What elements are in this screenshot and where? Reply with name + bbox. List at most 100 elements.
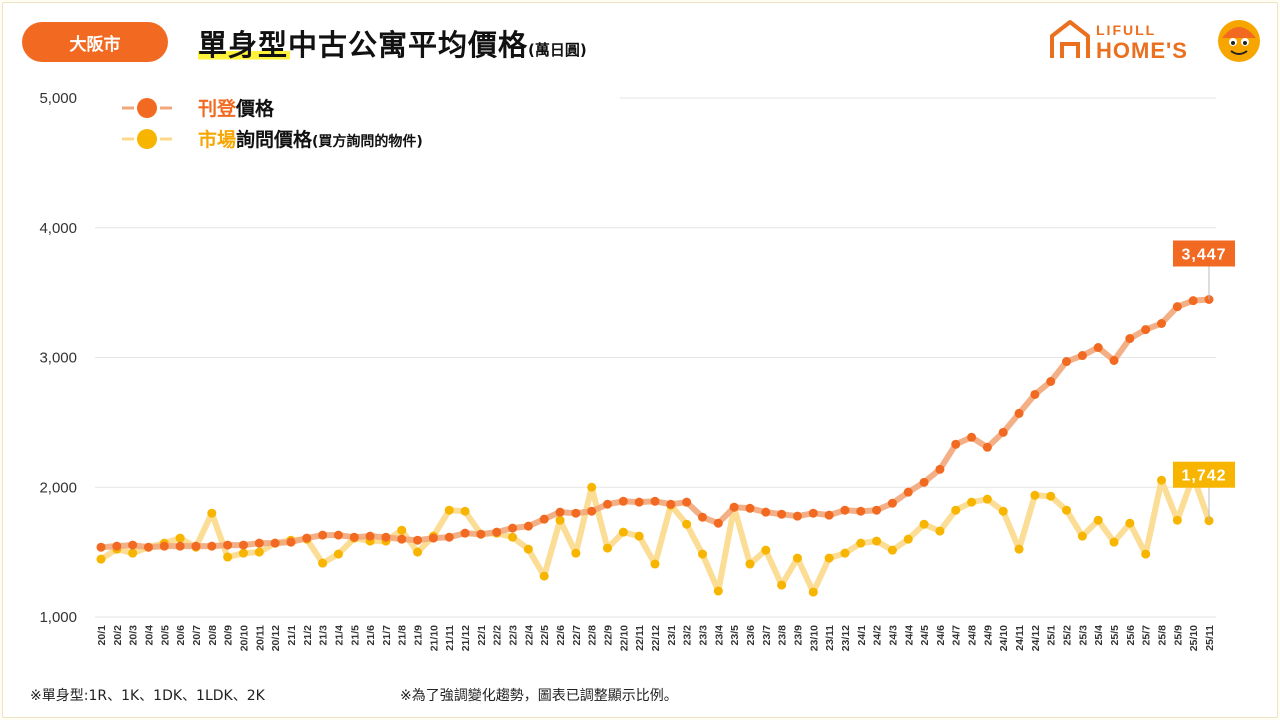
legend-label: 市場詢問價格(買方詢問的物件) — [198, 128, 423, 151]
data-point — [792, 553, 802, 563]
data-point — [1172, 515, 1182, 525]
data-point — [318, 530, 328, 540]
x-tick-label: 23/6 — [745, 625, 757, 646]
data-point — [1077, 531, 1087, 541]
data-point — [523, 521, 533, 531]
chart-title: 單身型中古公寓平均價格 — [198, 28, 529, 62]
x-tick-label: 20/8 — [207, 625, 219, 646]
data-point — [618, 527, 628, 537]
x-tick-label: 25/11 — [1204, 625, 1216, 651]
data-point — [333, 530, 343, 540]
x-tick-label: 23/1 — [666, 625, 678, 646]
data-point — [682, 497, 692, 507]
data-point — [1093, 343, 1103, 353]
x-tick-label: 22/6 — [555, 625, 567, 646]
x-tick-label: 24/8 — [967, 625, 979, 646]
data-point — [872, 505, 882, 515]
x-tick-label: 24/6 — [935, 625, 947, 646]
data-point — [682, 519, 692, 529]
callout-box — [1173, 461, 1235, 488]
x-tick-label: 25/2 — [1062, 625, 1074, 646]
data-point — [777, 580, 787, 590]
data-point — [1093, 515, 1103, 525]
data-point — [1109, 355, 1119, 365]
data-point — [238, 548, 248, 558]
x-axis-ticks: 20/1 20/2 20/3 20/4 20/5 20/6 20/7 20/8 20/9 20/1… — [96, 625, 1216, 651]
end-callouts: 3,447 1,742 — [1173, 240, 1235, 521]
data-point — [96, 542, 106, 552]
data-point — [1141, 325, 1151, 335]
data-point — [587, 506, 597, 516]
x-tick-label: 22/3 — [508, 625, 520, 646]
data-point — [302, 533, 312, 543]
data-point — [1157, 475, 1167, 485]
data-point — [713, 586, 723, 596]
x-tick-label: 24/9 — [982, 625, 994, 646]
data-point — [1141, 549, 1151, 559]
x-tick-label: 25/5 — [1109, 625, 1121, 646]
y-tick-label: 4,000 — [39, 220, 77, 237]
logo-text-top: LIFULL — [1096, 22, 1157, 38]
footnote-scale: ※為了強調變化趨勢，圖表已調整顯示比例。 — [400, 688, 678, 704]
x-tick-label: 21/10 — [428, 625, 440, 651]
x-tick-label: 21/4 — [333, 625, 345, 646]
x-tick-label: 22/8 — [587, 625, 599, 646]
data-point — [919, 519, 929, 529]
data-point — [761, 545, 771, 555]
x-tick-label: 22/1 — [476, 625, 488, 646]
x-tick-label: 24/5 — [919, 625, 931, 646]
data-point — [998, 427, 1008, 437]
x-tick-label: 21/7 — [381, 625, 393, 646]
data-point — [697, 512, 707, 522]
x-tick-label: 25/7 — [1141, 625, 1153, 646]
data-point — [555, 507, 565, 517]
data-point — [618, 496, 628, 506]
x-tick-label: 21/2 — [302, 625, 314, 646]
x-tick-label: 22/5 — [539, 625, 551, 646]
x-tick-label: 21/8 — [397, 625, 409, 646]
data-point — [697, 549, 707, 559]
data-point — [824, 553, 834, 563]
data-point — [397, 534, 407, 544]
data-point — [745, 559, 755, 569]
data-point — [1014, 544, 1024, 554]
data-point — [555, 515, 565, 525]
data-point — [413, 535, 423, 545]
chart-unit: (萬日圓) — [528, 41, 587, 59]
data-point — [143, 542, 153, 552]
data-point — [634, 531, 644, 541]
x-tick-label: 24/1 — [856, 625, 868, 646]
x-tick-label: 23/9 — [792, 625, 804, 646]
series-line-1 — [98, 473, 1212, 596]
x-tick-label: 25/4 — [1093, 625, 1105, 646]
data-point — [571, 508, 581, 518]
data-point — [1125, 334, 1135, 344]
data-point — [982, 442, 992, 452]
x-tick-label: 24/2 — [872, 625, 884, 646]
x-tick-label: 25/10 — [1188, 625, 1200, 651]
data-point — [96, 554, 106, 564]
data-point — [856, 506, 866, 516]
data-point — [492, 527, 502, 537]
data-point — [444, 505, 454, 515]
x-tick-label: 21/11 — [444, 625, 456, 651]
x-tick-label: 23/2 — [682, 625, 694, 646]
data-point — [1157, 319, 1167, 329]
data-point — [634, 497, 644, 507]
data-point — [112, 541, 122, 551]
mascot-icon — [1218, 20, 1260, 62]
data-point — [175, 541, 185, 551]
x-tick-label: 20/12 — [270, 625, 282, 651]
data-point — [1046, 491, 1056, 501]
x-tick-label: 22/7 — [571, 625, 583, 646]
x-tick-label: 20/11 — [254, 625, 266, 651]
data-point — [650, 496, 660, 506]
data-point — [824, 510, 834, 520]
data-point — [444, 532, 454, 542]
data-point — [587, 482, 597, 492]
data-point — [397, 525, 407, 535]
data-point — [191, 541, 201, 551]
x-tick-label: 24/3 — [887, 625, 899, 646]
